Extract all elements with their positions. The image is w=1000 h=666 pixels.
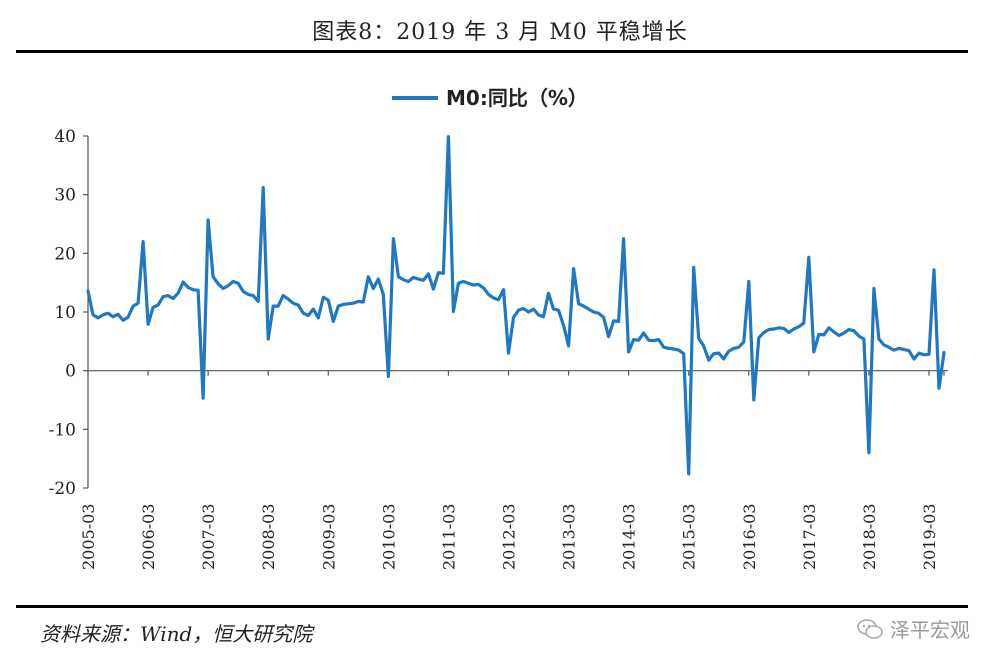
- chart: M0:同比（%） -20 -10 0 10 20 30 40 2005-03 2006-03 200…: [49, 86, 948, 570]
- watermark: 泽平宏观: [856, 614, 970, 643]
- x-tick-label: 2010-03: [379, 504, 398, 570]
- x-tick-label: 2017-03: [800, 504, 819, 570]
- x-tick-label: 2007-03: [199, 504, 218, 570]
- x-tick-label: 2008-03: [259, 504, 278, 570]
- bottom-rule: [16, 605, 968, 608]
- x-tick-label: 2005-03: [79, 504, 98, 570]
- top-rule: [16, 50, 968, 53]
- y-tick-label: 40: [54, 127, 76, 147]
- source-note: 资料来源：Wind，恒大研究院: [40, 622, 313, 646]
- x-tick-label: 2019-03: [920, 504, 939, 570]
- x-tick-label: 2012-03: [499, 504, 518, 570]
- y-tick-label: 0: [65, 362, 76, 382]
- y-tick-label: 30: [54, 186, 76, 206]
- page-title: 图表8：2019 年 3 月 M0 平稳增长: [312, 20, 688, 45]
- x-tick-label: 2011-03: [439, 504, 458, 570]
- wechat-icon: [857, 618, 883, 639]
- series-line-m0: [86, 134, 946, 476]
- x-tick-label: 2009-03: [319, 504, 338, 570]
- x-tick-label: 2018-03: [860, 504, 879, 570]
- watermark-text: 泽平宏观: [890, 618, 970, 642]
- legend-label: M0:同比（%）: [446, 86, 588, 110]
- y-tick-label: 20: [54, 244, 76, 264]
- x-tick-label: 2015-03: [680, 504, 699, 570]
- x-tick-label: 2014-03: [620, 504, 639, 570]
- y-tick-label: 10: [54, 303, 76, 323]
- x-tick-label: 2006-03: [139, 504, 158, 570]
- y-tick-label: -20: [49, 479, 76, 499]
- y-tick-label: -10: [49, 420, 76, 440]
- x-tick-label: 2013-03: [560, 504, 579, 570]
- x-tick-label: 2016-03: [740, 504, 759, 570]
